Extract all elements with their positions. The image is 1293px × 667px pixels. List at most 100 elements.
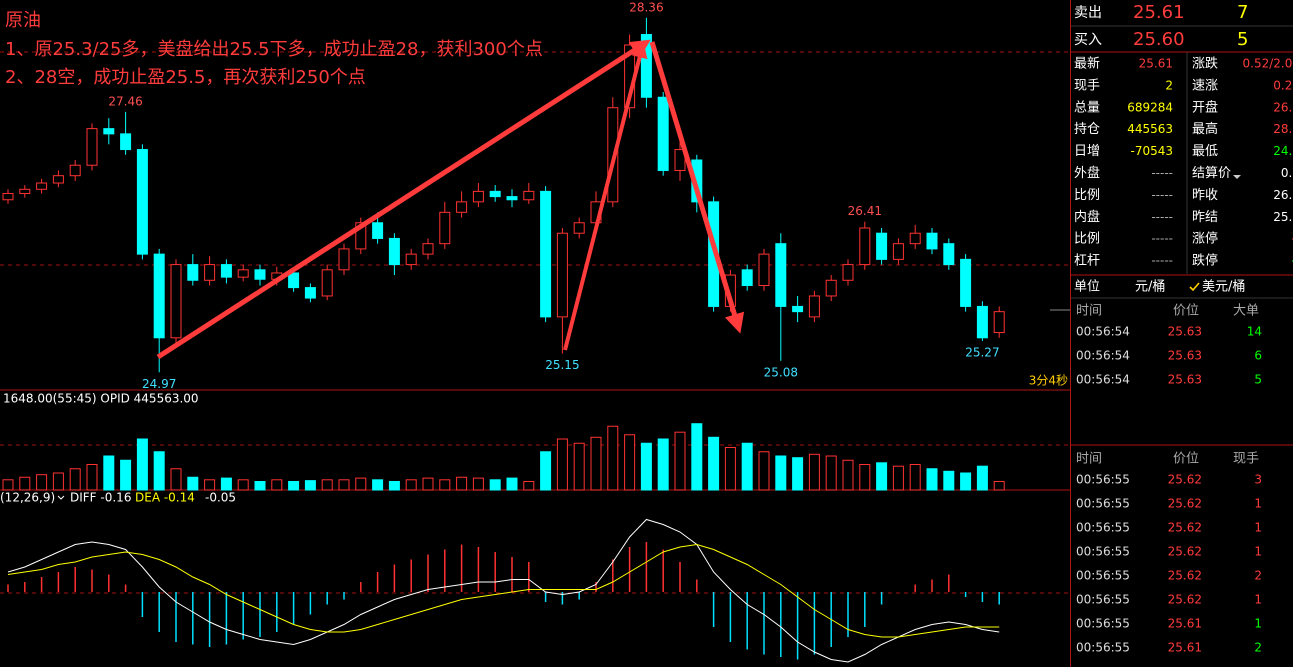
candle-body (338, 248, 350, 271)
volume-bar (607, 425, 619, 491)
candle-body (825, 279, 837, 297)
volume-bar (691, 423, 703, 491)
volume-bar (506, 477, 518, 491)
qty-cell: 1 (1254, 593, 1262, 607)
quote-panel: 卖出 25.61 7 买入 25.60 5 最新 25.61 涨跌 0.52/2.07 现手 2 速涨 0… (1074, 2, 1293, 655)
volume-bar (489, 479, 501, 491)
volume-bar (960, 472, 972, 491)
dea-label: DEA -0.14 (135, 491, 195, 505)
volume-bar (355, 477, 367, 491)
column-header: 时间 (1076, 304, 1102, 319)
volume-bar (120, 459, 132, 491)
time-cell: 00:56:55 (1076, 521, 1130, 535)
volume-header: 1648.00(55:45) OPID 445563.00 (3, 392, 199, 406)
time-cell: 00:56:55 (1076, 641, 1130, 655)
candle-body (52, 175, 64, 184)
macd-params: (12,26,9) (0, 491, 55, 505)
dropdown-icon[interactable] (1233, 175, 1241, 179)
candle-body (640, 34, 652, 98)
annotations: 原油 1、原25.3/25多，美盘给出25.5下多，成功止盈28，获利300个点… (5, 10, 543, 88)
volume-bar (321, 479, 333, 491)
volume-bar (372, 479, 384, 491)
qty-cell: 5 (1254, 373, 1262, 387)
field-label: 总量 (1074, 100, 1100, 115)
check-icon[interactable] (1189, 282, 1200, 292)
candle-body (842, 264, 854, 281)
column-header: 大单 (1233, 304, 1259, 319)
field-value: ----- (1151, 166, 1173, 180)
candle-body (220, 264, 232, 278)
candle-body (237, 269, 249, 278)
field-value: ----- (1151, 188, 1173, 202)
volume-bar (674, 431, 686, 491)
field-label: 外盘 (1074, 165, 1100, 181)
candle-body (489, 190, 501, 198)
candle-body (876, 232, 888, 260)
volume-bar (556, 438, 568, 491)
candle-body (674, 149, 686, 171)
candle-body (355, 222, 367, 250)
bid-volume: 5 (1237, 29, 1248, 50)
time-cell: 00:56:54 (1076, 349, 1130, 363)
unit-label: 单位 (1074, 280, 1100, 295)
time-cell: 00:56:55 (1076, 617, 1130, 631)
field-label: 杠杆 (1074, 253, 1100, 269)
column-header: 现手 (1233, 452, 1259, 467)
volume-bar (36, 474, 48, 491)
candle-body (456, 201, 468, 213)
instrument-title: 原油 (5, 10, 41, 31)
field-label: 速涨 (1192, 78, 1218, 93)
candle-body (170, 264, 182, 339)
volume-bar (136, 438, 148, 491)
field-value: 0.52/2.07 (1243, 57, 1293, 71)
candle-body (808, 295, 820, 318)
extreme-label: 26.41 (848, 204, 882, 218)
extreme-label: 25.27 (965, 345, 999, 359)
field-label: 现手 (1074, 78, 1100, 93)
field-label: 持仓 (1074, 122, 1100, 137)
qty-cell: 2 (1254, 569, 1262, 583)
field-value: 25.61 (1139, 57, 1173, 71)
dropdown-icon[interactable] (57, 495, 65, 500)
volume-bar (842, 459, 854, 491)
note-line: 1、原25.3/25多，美盘给出25.5下多，成功止盈28，获利300个点 (5, 39, 543, 60)
volume-bar (388, 481, 400, 491)
candle-body (254, 269, 266, 280)
volume-bar (590, 436, 602, 491)
volume-bar (52, 472, 64, 491)
volume-bar (439, 479, 451, 491)
candle-body (86, 128, 98, 166)
volume-bar (338, 479, 350, 491)
qty-cell: 1 (1254, 617, 1262, 631)
candle-body (204, 264, 216, 281)
extreme-label: 25.15 (545, 358, 579, 372)
volume-bar (825, 455, 837, 491)
field-label: 结算价 (1192, 166, 1231, 181)
volume-bar (926, 468, 938, 491)
candle-body (36, 182, 48, 190)
field-label: 内盘 (1074, 209, 1100, 225)
field-label: 昨结 (1192, 210, 1218, 225)
time-cell: 00:56:55 (1076, 569, 1130, 583)
qty-cell: 6 (1254, 349, 1262, 363)
volume-bar (523, 481, 535, 491)
ask-volume: 7 (1237, 2, 1248, 23)
volume-bar (976, 465, 988, 491)
volume-bar (758, 451, 770, 491)
field-value: -- (1291, 254, 1293, 268)
price-cell: 25.62 (1168, 521, 1202, 535)
volume-bar (724, 447, 736, 491)
field-value: 689284 (1127, 100, 1173, 114)
time-cell: 00:56:55 (1076, 545, 1130, 559)
candle-body (472, 190, 484, 203)
volume-bar (741, 442, 753, 491)
candle-body (926, 232, 938, 250)
field-label: 最低 (1192, 144, 1218, 159)
macd-header: (12,26,9) DIFF -0.16 DEA -0.14 -0.05 (0, 491, 236, 505)
candle-body (136, 149, 148, 255)
time-cell: 00:56:55 (1076, 497, 1130, 511)
volume-bar (86, 464, 98, 491)
price-cell: 25.63 (1168, 373, 1202, 387)
unit-value: 元/桶 (1135, 280, 1165, 295)
